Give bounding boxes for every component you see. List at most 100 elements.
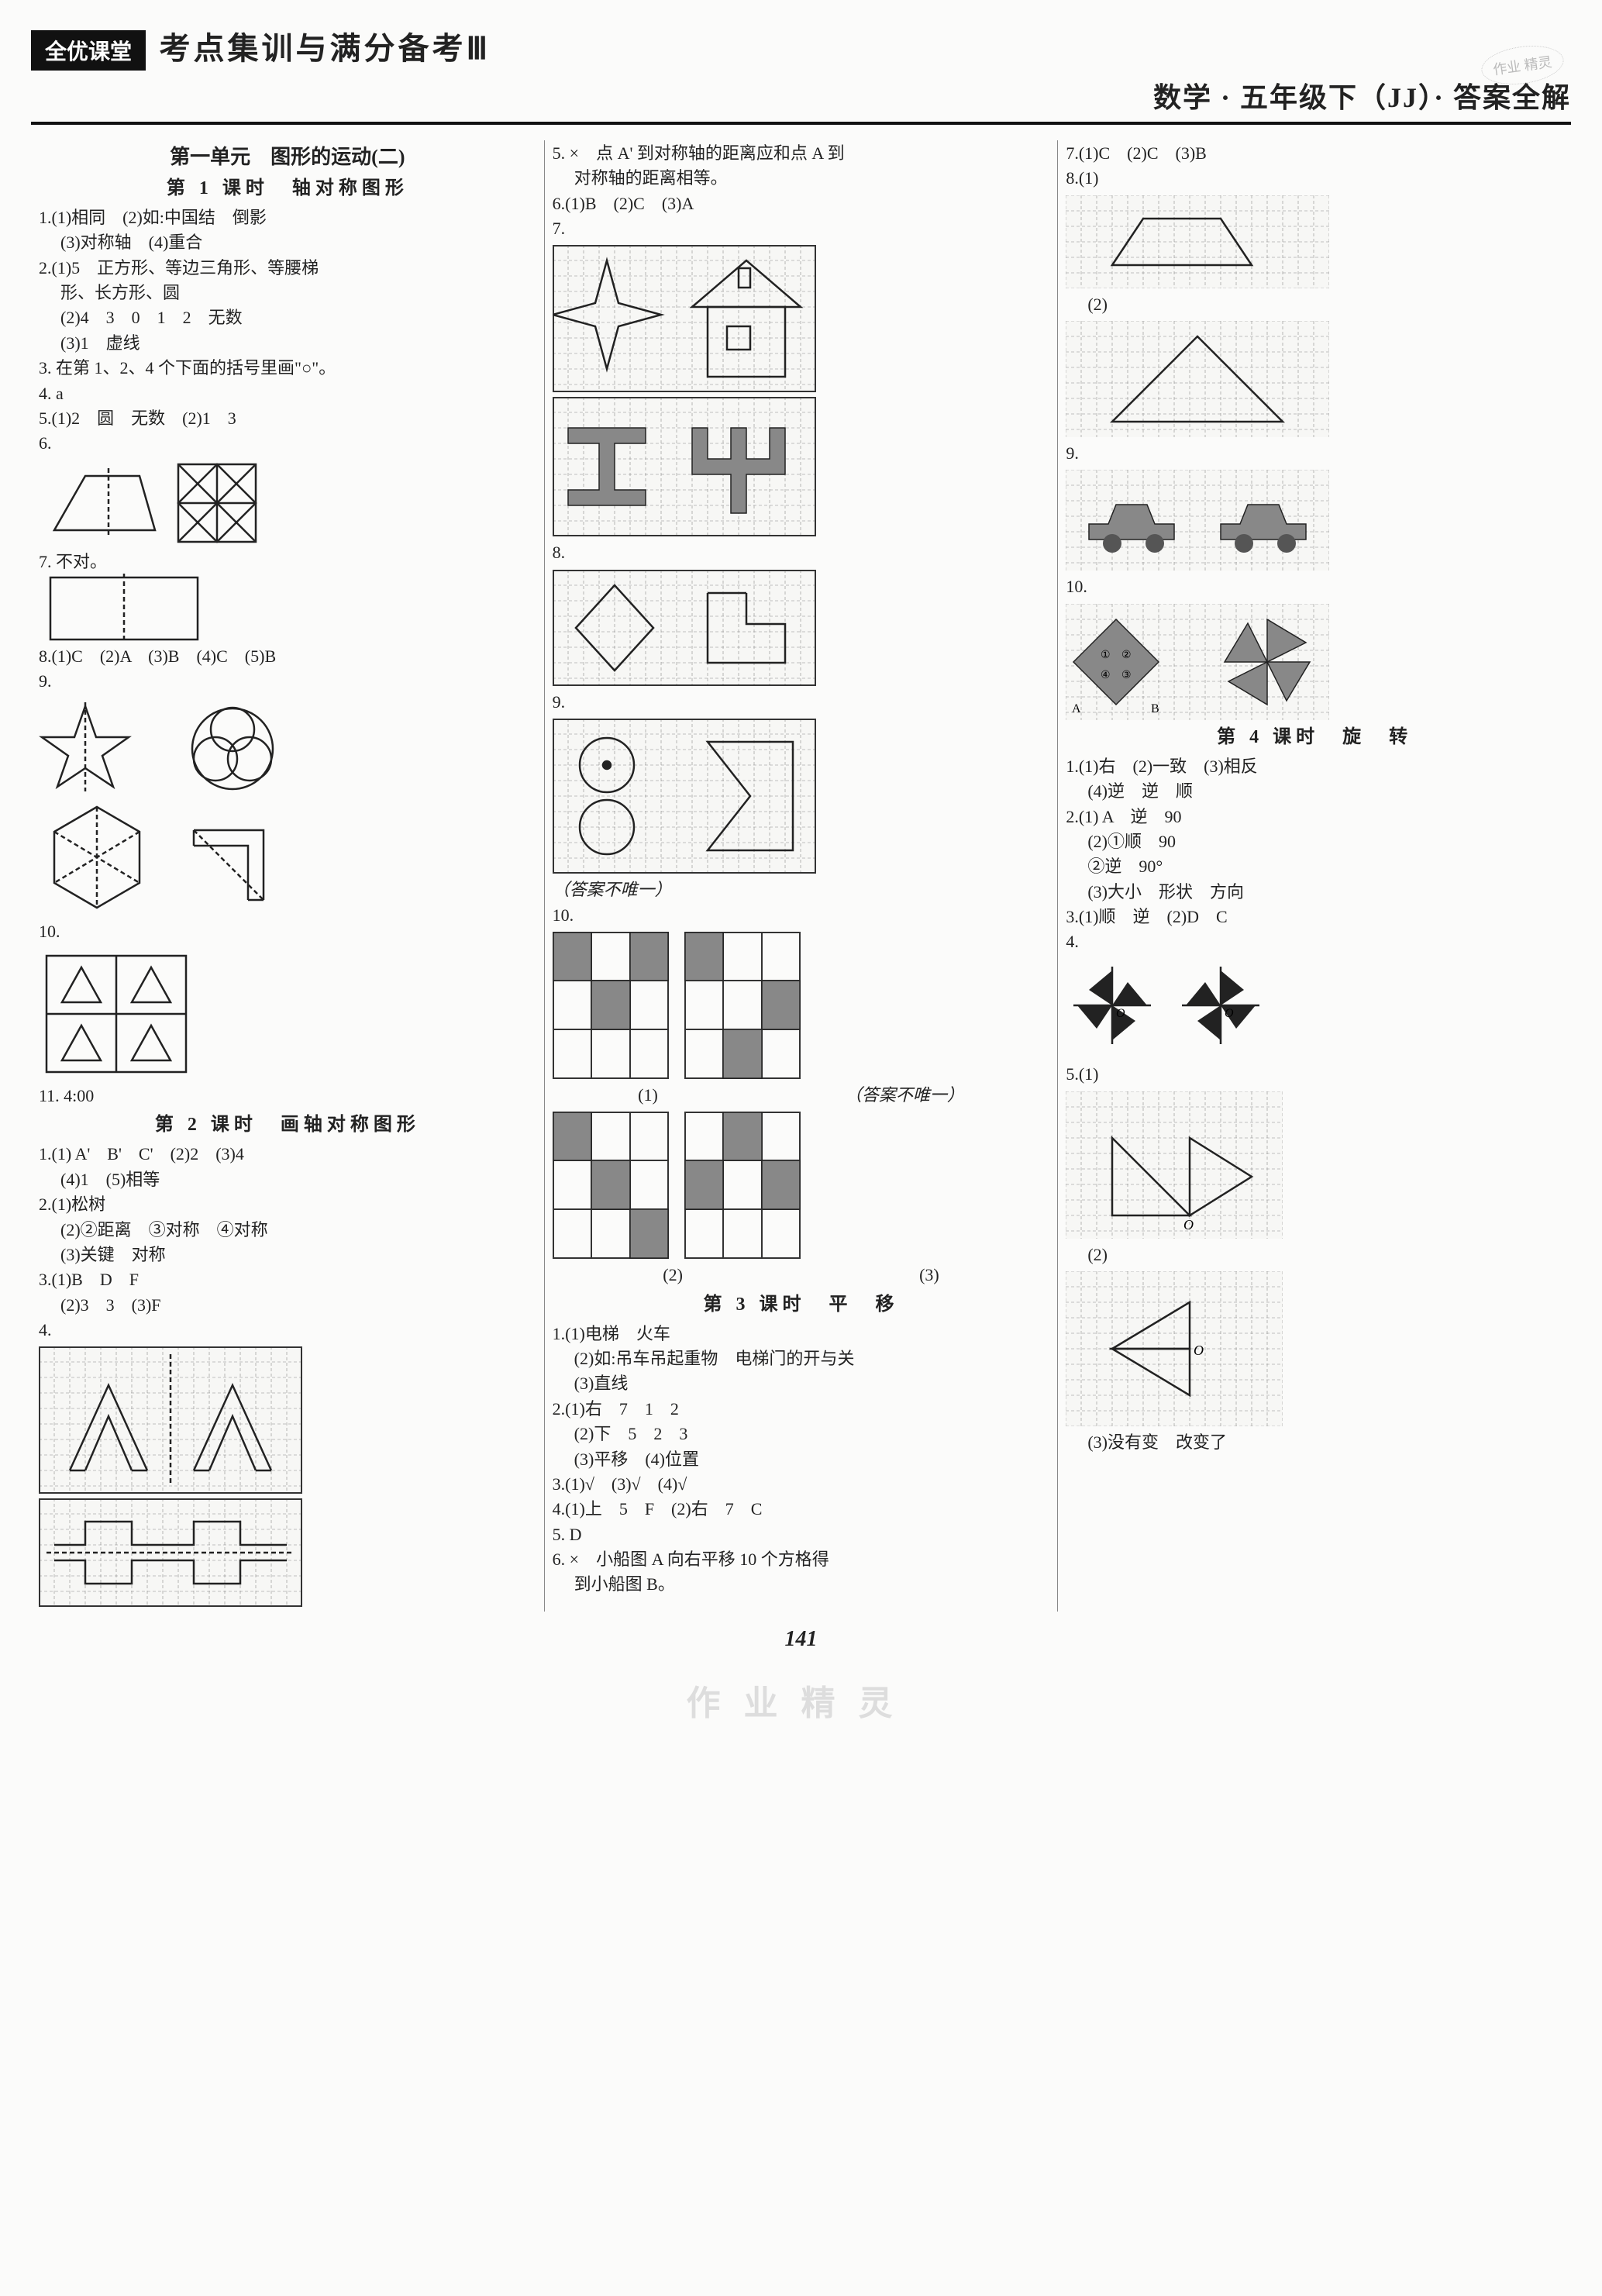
svg-text:A: A: [1072, 702, 1081, 715]
header-subtitle: 数学 · 五年级下（JJ）· 答案全解: [31, 75, 1571, 115]
c1-l1-q7-text: 7. 不对。: [39, 552, 107, 571]
c1-l2-q2c: (3)关键 对称: [39, 1243, 536, 1267]
c2-l3-q4: 4.(1)上 5 F (2)右 7 C: [553, 1498, 1050, 1521]
c2-fig10-row1: [553, 932, 1050, 1079]
c1-l2-q1a: 1.(1) A' B' C' (2)2 (3)4: [39, 1143, 536, 1166]
c3-l4-q5-3: (3)没有变 改变了: [1066, 1431, 1563, 1454]
column-3: 7.(1)C (2)C (3)B 8.(1) (2) 9.: [1057, 140, 1571, 1612]
c2-fig7b: [553, 397, 1050, 536]
c2-l3-q1c: (3)直线: [553, 1372, 1050, 1395]
c3-l3-q10: 10.: [1066, 575, 1563, 598]
c3-fig5a: O: [1066, 1091, 1563, 1239]
c2-l3-q5: 5. D: [553, 1523, 1050, 1546]
c2-cap3: (3): [919, 1263, 939, 1287]
c2-l2-q8: 8.: [553, 541, 1050, 564]
c1-l1-q1b: (3)对称轴 (4)重合: [39, 231, 536, 254]
c1-fig6: [39, 460, 536, 546]
c2-l3-q2a: 2.(1)右 7 1 2: [553, 1398, 1050, 1421]
svg-text:④: ④: [1101, 670, 1111, 681]
c2-l3-q2c: (3)平移 (4)位置: [553, 1448, 1050, 1471]
c2-l2-q10: 10.: [553, 904, 1050, 927]
c1-l2-q3b: (2)3 3 (3)F: [39, 1294, 536, 1317]
lesson-1-title: 第 1 课时 轴对称图形: [39, 176, 536, 202]
c3-l3-q8-1: 8.(1): [1066, 167, 1563, 190]
c1-l1-q7: 7. 不对。: [39, 550, 536, 643]
c2-l2-q7: 7.: [553, 217, 1050, 240]
svg-text:③: ③: [1121, 670, 1132, 681]
c2-fig7a: [553, 245, 1050, 392]
c3-l4-q5-1: 5.(1): [1066, 1063, 1563, 1086]
c1-l1-q5: 5.(1)2 圆 无数 (2)1 3: [39, 407, 536, 430]
c2-l3-q6a: 6. × 小船图 A 向右平移 10 个方格得: [553, 1548, 1050, 1571]
svg-text:O: O: [1116, 1007, 1125, 1020]
content-columns: 第一单元 图形的运动(二) 第 1 课时 轴对称图形 1.(1)相同 (2)如:…: [31, 140, 1571, 1612]
c2-l3-q3: 3.(1)√ (3)√ (4)√: [553, 1473, 1050, 1496]
c1-l1-q2c: (2)4 3 0 1 2 无数: [39, 306, 536, 329]
c2-l2-q5b: 对称轴的距离相等。: [553, 167, 1050, 190]
c1-l1-q6: 6.: [39, 432, 536, 455]
page-header: 全优课堂 考点集训与满分备考Ⅲ 作业 精灵 数学 · 五年级下（JJ）· 答案全…: [31, 23, 1571, 125]
lesson-4-title: 第 4 课时 旋 转: [1066, 725, 1563, 750]
c2-fig8: [553, 570, 1050, 686]
c3-fig8a: [1066, 195, 1563, 288]
c3-l4-q2b: (2)①顺 90: [1066, 830, 1563, 853]
svg-text:B: B: [1151, 702, 1159, 715]
c3-l4-q4: 4.: [1066, 930, 1563, 953]
c1-fig9: [39, 698, 536, 915]
c3-fig5b: O: [1066, 1271, 1563, 1426]
c3-fig8b: [1066, 321, 1563, 437]
c3-l3-q8-2: (2): [1066, 293, 1563, 316]
c3-fig9: [1066, 470, 1563, 571]
c1-l1-q3: 3. 在第 1、2、4 个下面的括号里画"○"。: [39, 357, 536, 380]
c3-fig10: ①② ④③ AB: [1066, 604, 1563, 720]
c1-l2-fig4a: [39, 1346, 536, 1494]
unit-title: 第一单元 图形的运动(二): [39, 143, 536, 171]
c2-l2-q6: 6.(1)B (2)C (3)A: [553, 192, 1050, 215]
svg-text:②: ②: [1121, 650, 1132, 661]
c2-fig10-row2: [553, 1112, 1050, 1259]
c3-l4-q1a: 1.(1)右 (2)一致 (3)相反: [1066, 755, 1563, 778]
c1-l2-q2a: 2.(1)松树: [39, 1193, 536, 1216]
c2-l3-q1b: (2)如:吊车吊起重物 电梯门的开与关: [553, 1347, 1050, 1370]
c1-l1-q11: 11. 4:00: [39, 1084, 536, 1108]
c2-l2-q5a: 5. × 点 A' 到对称轴的距离应和点 A 到: [553, 142, 1050, 165]
c3-l4-q1b: (4)逆 逆 顺: [1066, 780, 1563, 803]
c3-l4-q2a: 2.(1) A 逆 90: [1066, 805, 1563, 829]
c3-l4-q3: 3.(1)顺 逆 (2)D C: [1066, 905, 1563, 929]
header-title: 考点集训与满分备考Ⅲ: [160, 23, 491, 68]
c1-l1-q4: 4. a: [39, 382, 536, 405]
c3-l4-q2c: ②逆 90°: [1066, 855, 1563, 878]
c1-l1-q2a: 2.(1)5 正方形、等边三角形、等腰梯: [39, 257, 536, 280]
c3-l3-q7: 7.(1)C (2)C (3)B: [1066, 142, 1563, 165]
c2-l2-q9: 9.: [553, 691, 1050, 714]
lesson-2-title: 第 2 课时 画轴对称图形: [39, 1112, 536, 1138]
column-2: 5. × 点 A' 到对称轴的距离应和点 A 到 对称轴的距离相等。 6.(1)…: [544, 140, 1058, 1612]
c2-l3-q1a: 1.(1)电梯 火车: [553, 1322, 1050, 1346]
lesson-3-title: 第 3 课时 平 移: [553, 1292, 1050, 1318]
column-1: 第一单元 图形的运动(二) 第 1 课时 轴对称图形 1.(1)相同 (2)如:…: [31, 140, 544, 1612]
c1-l2-q3a: 3.(1)B D F: [39, 1268, 536, 1291]
c1-l2-fig4b: [39, 1498, 536, 1607]
c1-l1-q8: 8.(1)C (2)A (3)B (4)C (5)B: [39, 645, 536, 668]
c3-fig4: O O: [1066, 959, 1563, 1058]
c1-l2-q2b: (2)②距离 ③对称 ④对称: [39, 1219, 536, 1242]
c2-cap2: (2): [663, 1263, 683, 1287]
c1-l2-q4: 4.: [39, 1319, 536, 1342]
c1-l1-q2d: (3)1 虚线: [39, 332, 536, 355]
c3-l3-q9: 9.: [1066, 442, 1563, 465]
svg-text:O: O: [1194, 1343, 1204, 1358]
svg-text:O: O: [1225, 1007, 1234, 1020]
c2-fig9: [553, 719, 1050, 874]
watermark: 作业精灵: [31, 1675, 1571, 1725]
page-number: 141: [31, 1627, 1571, 1652]
c1-l1-q1a: 1.(1)相同 (2)如:中国结 倒影: [39, 206, 536, 229]
c3-l4-q5-2: (2): [1066, 1243, 1563, 1267]
c1-l1-q9: 9.: [39, 670, 536, 693]
c2-note-a: （答案不唯一）: [553, 878, 1050, 902]
c2-l3-q2b: (2)下 5 2 3: [553, 1422, 1050, 1446]
c2-note-b: （答案不唯一）: [845, 1084, 964, 1107]
c1-fig10: [39, 948, 536, 1080]
svg-text:O: O: [1183, 1217, 1194, 1232]
c2-l3-q6b: 到小船图 B。: [553, 1573, 1050, 1596]
c2-cap1: (1): [638, 1084, 658, 1107]
